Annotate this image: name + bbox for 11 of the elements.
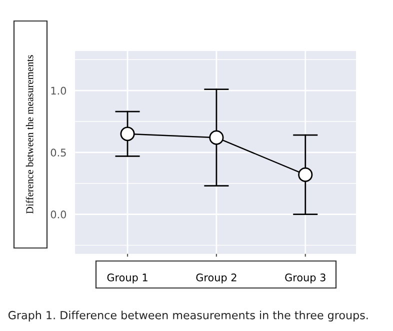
point bbox=[120, 126, 135, 142]
x-tick-label: Group 3 bbox=[285, 274, 326, 284]
y-tick-label: 0.5 bbox=[50, 148, 66, 157]
y-axis-title: Difference between the measurements bbox=[26, 55, 34, 214]
x-tick-label: Group 2 bbox=[196, 274, 236, 284]
y-tick-label: 1.0 bbox=[51, 86, 66, 95]
caption: Graph 1. Difference between measurements in the three groups. bbox=[8, 310, 368, 322]
point bbox=[209, 130, 224, 145]
y-tick-label: 0.0 bbox=[50, 210, 66, 218]
x-tick-label: Group 1 bbox=[107, 274, 148, 284]
point bbox=[298, 167, 313, 182]
